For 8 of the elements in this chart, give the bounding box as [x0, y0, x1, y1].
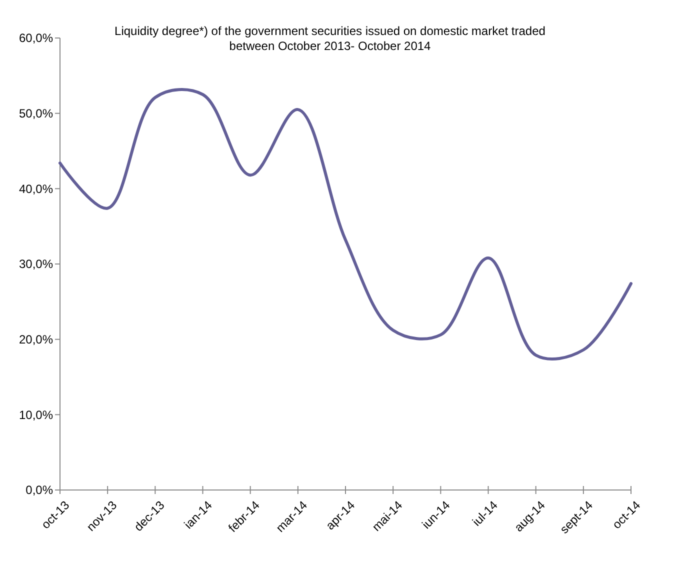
y-tick-label: 0,0% [26, 483, 54, 498]
chart-title: Liquidity degree*) of the government securities issued on domestic market traded between October 2013- October 2014 [114, 24, 546, 53]
y-tick-label: 60,0% [18, 31, 54, 46]
y-tick-label: 10,0% [18, 408, 54, 422]
y-tick-label: 40,0% [18, 182, 54, 196]
y-tick-label: 20,0% [18, 332, 54, 347]
y-tick-label: 30,0% [18, 257, 54, 272]
y-tick-label: 50,0% [18, 106, 54, 121]
